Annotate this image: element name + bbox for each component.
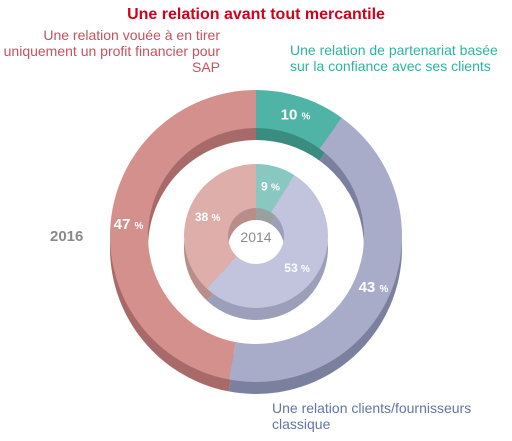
inner-ring-slice-1 xyxy=(206,175,328,308)
inner-ring-value-label-1: 53 % xyxy=(284,261,310,275)
inner-ring-slice-2 xyxy=(183,164,256,289)
outer-ring-value-label-1: 43 % xyxy=(359,279,389,296)
outer-ring-slice-2 xyxy=(110,90,256,380)
inner-ring-slice-0 xyxy=(256,164,295,213)
annotation-classique: Une relation clients/fournisseurs classi… xyxy=(272,400,472,432)
inner-ring-value-label-2: 38 % xyxy=(195,210,221,224)
outer-ring-slice-1 xyxy=(228,117,402,383)
outer-ring-value-label-0: 10 % xyxy=(281,107,311,124)
inner-ring-year-label: 2014 xyxy=(240,229,271,245)
outer-ring-value-label-2: 47 % xyxy=(114,216,144,233)
annotation-partenariat: Une relation de partenariat basée sur la… xyxy=(290,42,498,74)
outer-ring-slice-0 xyxy=(256,90,342,149)
inner-ring-value-label-0: 9 % xyxy=(261,179,280,193)
outer-ring-year-label: 2016 xyxy=(50,228,84,245)
annotation-mercantile: Une relation vouée à en tirer uniquement… xyxy=(3,27,220,75)
chart-title: Une relation avant tout mercantile xyxy=(127,6,385,23)
